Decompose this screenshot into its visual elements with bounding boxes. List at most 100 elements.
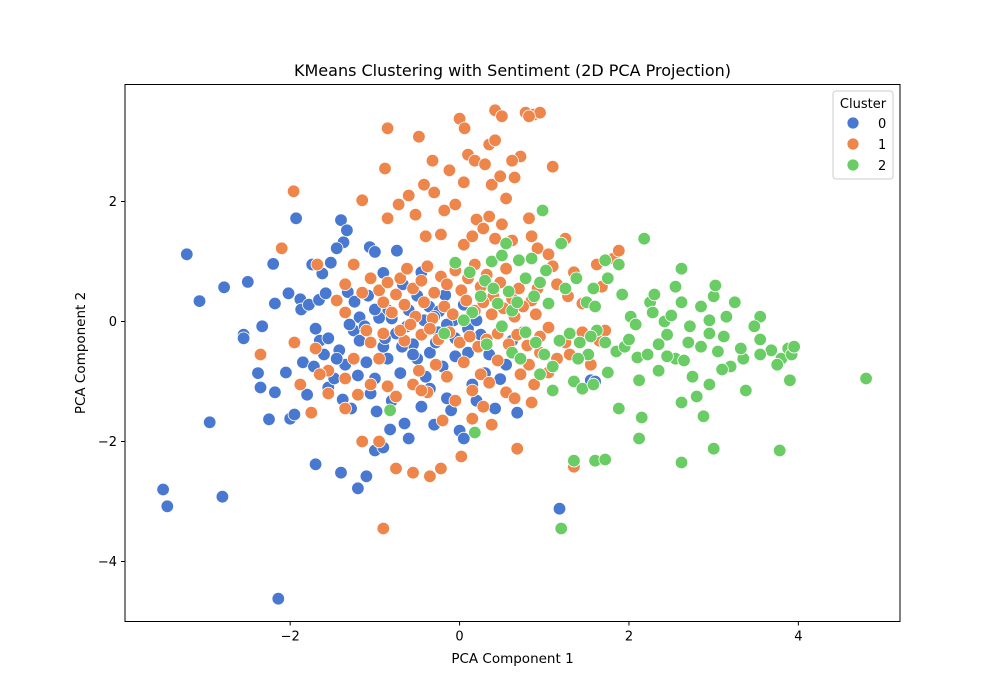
point-cluster-2-105 <box>463 265 477 280</box>
point-cluster-1-132 <box>355 286 369 300</box>
point-cluster-2-111 <box>629 317 643 332</box>
point-cluster-1-148 <box>485 307 499 322</box>
point-cluster-0-24 <box>347 295 362 309</box>
point-cluster-1-171 <box>338 401 352 416</box>
point-cluster-2-120 <box>510 295 524 310</box>
y-tick-label: −2 <box>98 435 117 450</box>
point-cluster-1-85 <box>363 335 378 350</box>
point-cluster-0-130 <box>406 347 420 362</box>
point-cluster-2-76 <box>696 409 711 424</box>
point-cluster-1-48 <box>530 241 545 256</box>
point-cluster-2-95 <box>529 335 543 350</box>
legend-label-1: 1 <box>878 138 886 153</box>
point-cluster-1-73 <box>454 449 469 464</box>
point-cluster-2-106 <box>502 284 516 299</box>
point-cluster-1-1 <box>457 121 472 136</box>
point-cluster-1-3 <box>412 129 426 144</box>
y-tick-label: 2 <box>109 195 117 210</box>
point-cluster-2-48 <box>681 335 696 350</box>
point-cluster-0-8 <box>268 296 282 311</box>
point-cluster-2-122 <box>437 326 452 341</box>
point-cluster-2-80 <box>739 383 753 398</box>
point-cluster-0-18 <box>324 256 338 270</box>
point-cluster-1-72 <box>434 461 448 476</box>
point-cluster-2-67 <box>632 373 646 388</box>
point-cluster-2-119 <box>486 281 501 296</box>
point-cluster-1-133 <box>363 271 378 286</box>
point-cluster-2-123 <box>584 329 598 344</box>
point-cluster-2-10 <box>541 296 556 311</box>
y-axis-label: PCA Component 2 <box>73 292 89 414</box>
point-cluster-1-93 <box>429 358 443 372</box>
point-cluster-1-31 <box>469 212 484 227</box>
point-cluster-1-70 <box>423 469 437 484</box>
point-cluster-1-185 <box>376 326 391 341</box>
x-tick-label: 4 <box>794 630 802 645</box>
point-cluster-2-25 <box>647 287 662 302</box>
point-cluster-2-3 <box>485 254 499 269</box>
point-cluster-1-74 <box>389 461 403 476</box>
point-cluster-0-104 <box>383 422 397 437</box>
point-cluster-2-75 <box>690 389 704 404</box>
point-cluster-1-5 <box>495 109 509 124</box>
point-cluster-0-70 <box>393 366 408 380</box>
point-cluster-1-19 <box>485 177 499 192</box>
point-cluster-1-44 <box>488 231 502 246</box>
point-cluster-0-47 <box>287 407 302 422</box>
point-cluster-2-7 <box>518 271 533 286</box>
point-cluster-0-100 <box>351 481 365 496</box>
point-cluster-1-24 <box>478 157 492 172</box>
legend-marker-1 <box>846 137 860 151</box>
point-cluster-0-109 <box>271 592 286 606</box>
point-cluster-2-84 <box>674 455 689 470</box>
point-cluster-0-77 <box>423 346 437 360</box>
point-cluster-2-72 <box>674 395 689 410</box>
point-cluster-1-144 <box>446 307 460 322</box>
point-cluster-2-87 <box>598 452 612 467</box>
point-cluster-1-159 <box>452 335 467 350</box>
point-cluster-2-12 <box>474 289 488 304</box>
point-cluster-0-2 <box>217 280 231 295</box>
point-cluster-1-138 <box>385 305 399 320</box>
point-cluster-1-137 <box>376 295 391 310</box>
point-cluster-2-113 <box>664 308 679 323</box>
point-cluster-1-81 <box>310 257 325 272</box>
point-cluster-2-99 <box>558 281 573 296</box>
point-cluster-1-126 <box>499 262 513 276</box>
point-cluster-1-42 <box>465 229 480 244</box>
point-cluster-2-62 <box>567 374 581 389</box>
point-cluster-1-107 <box>372 283 386 298</box>
point-cluster-2-91 <box>480 337 494 352</box>
point-cluster-1-51 <box>541 247 556 262</box>
point-cluster-2-66 <box>612 401 626 416</box>
point-cluster-2-77 <box>702 377 717 392</box>
point-cluster-0-107 <box>215 490 230 504</box>
point-cluster-2-78 <box>707 442 721 456</box>
point-cluster-1-102 <box>507 391 522 406</box>
point-cluster-1-39 <box>434 227 448 242</box>
point-cluster-1-15 <box>505 153 519 168</box>
point-cluster-0-99 <box>334 466 348 480</box>
point-cluster-1-9 <box>522 109 536 124</box>
point-cluster-1-113 <box>414 274 429 288</box>
point-cluster-1-97 <box>465 383 480 398</box>
point-cluster-0-41 <box>251 366 265 380</box>
point-cluster-2-46 <box>660 328 674 342</box>
point-cluster-0-31 <box>390 243 404 258</box>
point-cluster-1-143 <box>437 299 452 314</box>
point-cluster-2-101 <box>533 367 547 382</box>
point-cluster-1-183 <box>338 305 352 320</box>
point-cluster-1-43 <box>476 221 491 236</box>
point-cluster-1-117 <box>440 277 454 292</box>
point-cluster-1-79 <box>287 335 302 350</box>
point-cluster-1-180 <box>435 413 450 428</box>
point-cluster-2-102 <box>546 383 560 398</box>
point-cluster-1-181 <box>414 383 429 398</box>
point-cluster-1-172 <box>321 386 336 401</box>
point-cluster-2-61 <box>753 347 767 362</box>
point-cluster-2-9 <box>533 275 547 290</box>
point-cluster-2-110 <box>622 332 636 347</box>
point-cluster-1-21 <box>499 191 513 206</box>
point-cluster-2-90 <box>468 425 482 440</box>
point-cluster-1-141 <box>417 295 431 310</box>
